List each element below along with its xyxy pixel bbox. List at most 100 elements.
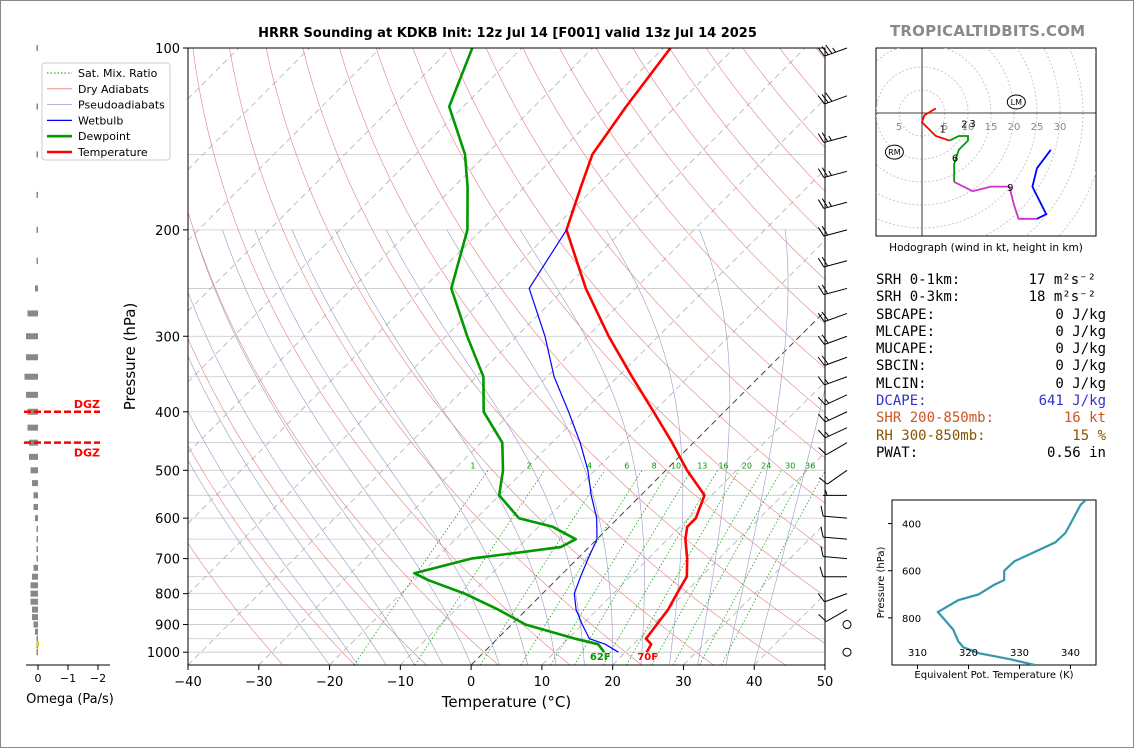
- isotherm-line: [612, 452, 825, 665]
- stat-row: SRH 0-1km: 17 m²s⁻²: [876, 272, 1106, 289]
- wind-barb: [817, 167, 848, 179]
- barb-flag: [817, 133, 825, 143]
- stat-value: 15 %: [1072, 427, 1106, 444]
- barb-flag: [821, 225, 829, 236]
- stat-value: 0 J/kg: [1055, 358, 1106, 375]
- barb-flag: [817, 413, 826, 423]
- brand-watermark: TROPICALTIDBITS.COM: [890, 22, 1086, 40]
- omega-bar: [36, 151, 38, 158]
- omega-bar: [36, 555, 38, 562]
- barb-flag: [821, 198, 829, 208]
- hodograph-ring-label: 25: [1031, 122, 1044, 133]
- storm-motion-label: LM: [1011, 98, 1022, 107]
- skewt-series: [412, 48, 706, 653]
- barb-staff: [825, 609, 848, 622]
- omega-panel: 0 −1 −2 Omega (Pa/s) DGZ DGZ: [24, 45, 114, 707]
- y-tick-label: 200: [155, 224, 180, 239]
- barb-flag: [821, 167, 829, 177]
- mixing-ratio-line: [721, 470, 825, 665]
- barb-flag: [817, 356, 825, 366]
- theta-e-frame: [891, 499, 1097, 666]
- stat-row: SBCIN: 0 J/kg: [876, 358, 1106, 375]
- barb-staff: [823, 536, 848, 540]
- barb-flag: [817, 199, 825, 209]
- calm-wind-circle: [842, 647, 852, 657]
- omega-bar: [36, 191, 38, 198]
- pseudoadiabat: [335, 229, 557, 665]
- stat-row: RH 300-850mb: 15 %: [876, 428, 1106, 445]
- wind-barb: [818, 609, 848, 622]
- dry-adiabat: [522, 48, 825, 414]
- dry-adiabat: [265, 48, 714, 665]
- barb-staff: [825, 411, 848, 423]
- hodograph-ring-label: 5: [942, 122, 948, 133]
- hodograph-ring-label: 5: [896, 122, 902, 133]
- stat-value: 0 J/kg: [1055, 341, 1106, 358]
- omega-bar: [29, 439, 38, 446]
- plot-frame: [187, 47, 826, 666]
- isotherm-line: [188, 48, 806, 665]
- barb-flag: [817, 226, 825, 237]
- mixing-ratio-label: 6: [624, 461, 629, 470]
- y-tick-label: 1000: [147, 646, 180, 661]
- barb-staff: [824, 593, 848, 603]
- pseudoadiabat: [725, 229, 789, 665]
- stat-row: MLCAPE: 0 J/kg: [876, 324, 1106, 341]
- wind-barb: [817, 225, 848, 237]
- omega-bar: [32, 573, 38, 580]
- theta-e-inner: [936, 500, 1087, 665]
- dry-adiabat: [595, 48, 825, 325]
- barb-half-flag: [828, 135, 832, 141]
- y-tick-label: 700: [155, 553, 180, 568]
- omega-bar: [26, 354, 38, 361]
- storm-motion-marker: [884, 144, 904, 160]
- stat-label: MLCIN:: [876, 375, 927, 392]
- surface-temperature-label: 70F: [637, 652, 658, 663]
- stat-label: SRH 0-3km:: [876, 289, 961, 306]
- hodograph-ring-label: 15: [985, 122, 998, 133]
- barb-flag: [817, 396, 826, 406]
- stat-label: RH 300-850mb:: [876, 427, 986, 444]
- omega-bar: [33, 564, 38, 571]
- barb-flag: [817, 376, 825, 386]
- stat-row: PWAT: 0.56 in: [876, 445, 1106, 462]
- hodograph-ring-label: 30: [1054, 122, 1067, 133]
- barb-staff: [823, 287, 848, 296]
- isotherm-line: [258, 98, 825, 665]
- pseudoadiabat: [519, 229, 645, 665]
- y-tick-label: 800: [155, 588, 180, 603]
- dry-adiabat: [188, 211, 499, 665]
- barb-flag: [817, 312, 825, 322]
- stat-label: SBCIN:: [876, 358, 927, 375]
- barb-flag: [821, 94, 829, 103]
- mixing-ratio-line: [353, 470, 489, 665]
- stat-value: 0.56 in: [1046, 444, 1106, 461]
- y-tick-label: 400: [155, 406, 180, 421]
- storm-motion-label: RM: [888, 148, 901, 157]
- barb-staff: [827, 469, 848, 485]
- omega-bar: [36, 635, 38, 642]
- omega-bar: [33, 503, 38, 510]
- mixing-ratio-line: [574, 470, 692, 665]
- chart-legend: Sat. Mix. Ratio Dry Adiabats Pseudoadiabat…: [41, 62, 171, 161]
- pseudoadiabat: [188, 291, 415, 665]
- theta-e-x-tick-label: 330: [1010, 648, 1029, 659]
- hodograph-height-label: 2: [961, 120, 967, 131]
- theta-e-y-tick-label: 800: [902, 614, 921, 625]
- barb-staff: [823, 260, 848, 268]
- hodograph-inner: 5 5 10 15 20 25 30 1 2 3 6 9 RM LM: [876, 48, 1096, 236]
- mixing-ratio-label: 16: [718, 461, 728, 470]
- pseudoadiabat: [193, 229, 444, 665]
- stat-label: SBCAPE:: [876, 306, 936, 323]
- omega-bar: [36, 45, 38, 51]
- omega-bar: [36, 257, 38, 264]
- y-tick-label: 600: [155, 512, 180, 527]
- mixing-ratio-line: [479, 470, 606, 665]
- barb-staff: [823, 201, 848, 209]
- omega-bar: [30, 467, 38, 474]
- hodograph-frame: [875, 47, 1097, 237]
- mixing-ratio-line: [414, 470, 545, 665]
- mixing-ratio-line: [672, 470, 782, 665]
- pseudoadiabat: [188, 410, 359, 665]
- omega-bar: [32, 606, 38, 613]
